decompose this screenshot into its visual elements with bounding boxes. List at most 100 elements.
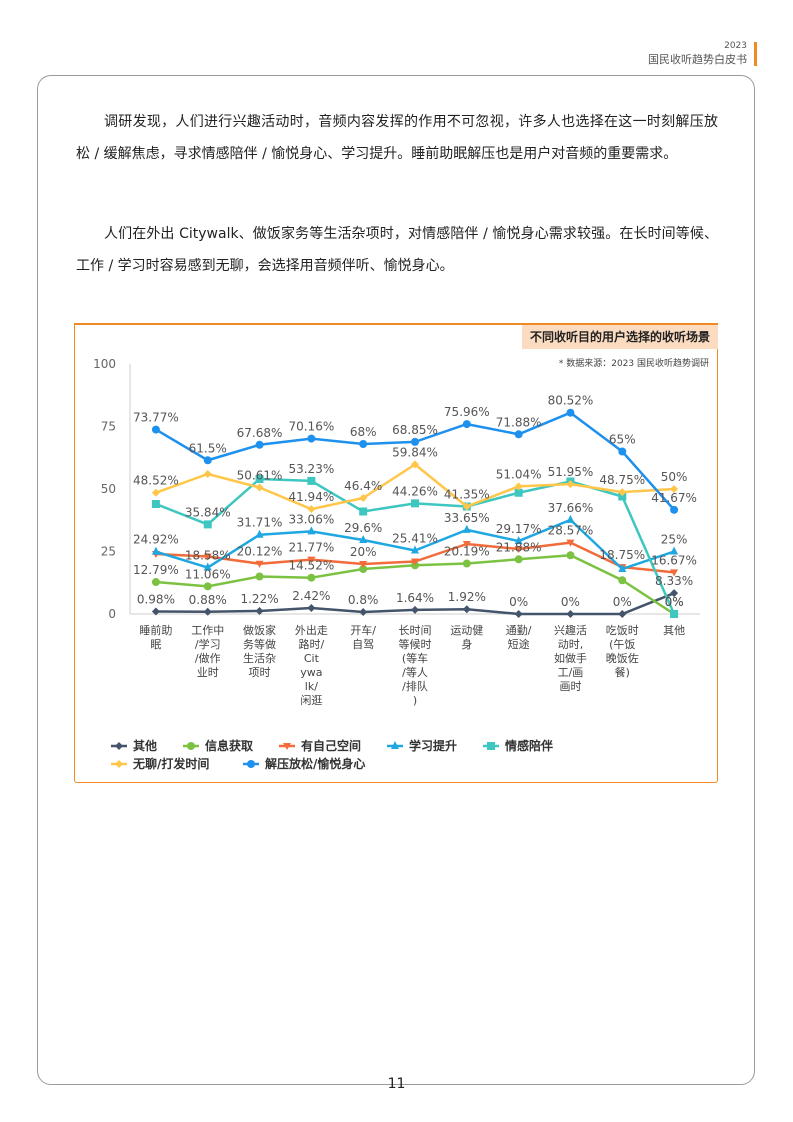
data-label: 0% bbox=[509, 595, 528, 609]
data-label: 44.26% bbox=[392, 484, 438, 498]
x-tick-label: 工作中/学习/做作业时 bbox=[191, 624, 224, 679]
y-tick-label: 100 bbox=[93, 357, 116, 371]
data-point bbox=[359, 565, 368, 573]
data-point bbox=[670, 589, 679, 598]
chart-source-note: * 数据来源：2023 国民收听趋势调研 bbox=[558, 359, 709, 369]
data-label: 1.22% bbox=[240, 592, 278, 606]
legend-label: 情感陪伴 bbox=[505, 738, 553, 753]
data-label: 75.96% bbox=[444, 405, 490, 419]
data-point bbox=[391, 741, 399, 749]
data-label: 68% bbox=[350, 425, 377, 439]
data-point bbox=[359, 440, 368, 448]
data-point bbox=[566, 551, 575, 560]
data-point bbox=[307, 505, 316, 514]
data-label: 50% bbox=[661, 470, 688, 484]
data-point bbox=[255, 440, 264, 449]
data-point bbox=[411, 605, 419, 614]
data-point bbox=[187, 742, 195, 750]
data-point bbox=[203, 562, 212, 571]
data-label: 41.94% bbox=[288, 490, 334, 504]
data-label: 33.06% bbox=[288, 512, 334, 526]
data-label: 41.35% bbox=[444, 488, 490, 502]
data-point bbox=[514, 555, 523, 564]
legend-label: 无聊/打发时间 bbox=[132, 756, 209, 771]
data-point bbox=[411, 460, 419, 469]
data-point bbox=[203, 553, 212, 561]
data-label: 0.8% bbox=[348, 593, 379, 607]
paragraph-1: 调研发现，人们进行兴趣活动时，音频内容发挥的作用不可忽视，许多人也选择在这一时刻… bbox=[76, 114, 718, 162]
data-label: 50.61% bbox=[237, 468, 283, 482]
data-point bbox=[255, 606, 264, 615]
data-point bbox=[670, 610, 679, 618]
x-tick-label: 外出走路时/Cit ywa lk/闲逛 bbox=[295, 623, 328, 707]
data-label: 0% bbox=[561, 595, 580, 609]
data-point bbox=[255, 529, 264, 538]
data-label: 18.58% bbox=[185, 549, 231, 563]
data-label: 21.77% bbox=[288, 541, 334, 555]
data-point bbox=[566, 610, 575, 618]
data-point bbox=[566, 539, 575, 547]
legend-item: 无聊/打发时间 bbox=[111, 756, 209, 771]
data-label: 1.92% bbox=[448, 590, 486, 604]
data-point bbox=[203, 456, 212, 465]
data-point bbox=[618, 488, 627, 497]
data-point bbox=[670, 569, 679, 577]
header-accent-bar bbox=[754, 42, 757, 66]
data-label: 0.98% bbox=[137, 593, 175, 607]
paragraph-2: 人们在外出 Citywalk、做饭家务等生活杂项时，对情感陪伴 / 愉悦身心需求… bbox=[76, 226, 718, 274]
x-tick-label: 吃饭时(午饭晚饭佐餐) bbox=[606, 624, 639, 679]
x-tick-label: 兴趣活动时,如做手工/画画时 bbox=[554, 623, 587, 693]
data-point bbox=[618, 447, 627, 456]
data-point bbox=[514, 536, 523, 545]
data-label: 25% bbox=[661, 533, 688, 547]
data-label: 51.95% bbox=[548, 465, 594, 479]
data-point bbox=[203, 520, 212, 529]
data-label: 46.4% bbox=[344, 479, 382, 493]
legend-label: 信息获取 bbox=[205, 738, 253, 753]
data-label: 8.33% bbox=[655, 574, 693, 588]
data-point bbox=[411, 437, 419, 446]
x-tick-label: 其他 bbox=[663, 624, 685, 637]
data-point bbox=[151, 607, 160, 616]
page-header: 2023 国民收听趋势白皮书 bbox=[648, 40, 747, 68]
data-point bbox=[566, 480, 575, 489]
data-point bbox=[151, 578, 160, 587]
line-chart: 0 25 50 75 100 睡前助眠工作中/学习/做作业时做饭家务等做生活杂项时外出走路… bbox=[93, 357, 700, 771]
data-point bbox=[514, 546, 523, 553]
header-title: 国民收听趋势白皮书 bbox=[648, 53, 747, 66]
data-point bbox=[462, 502, 471, 511]
data-point bbox=[307, 434, 316, 443]
x-tick-label: 通勤/短途 bbox=[506, 624, 532, 651]
data-point bbox=[670, 546, 679, 555]
legend-label: 解压放松/愉悦身心 bbox=[265, 756, 365, 771]
data-point bbox=[411, 499, 419, 508]
data-point bbox=[514, 482, 523, 491]
data-label: 12.79% bbox=[133, 563, 179, 577]
data-point bbox=[462, 605, 471, 614]
legend-item: 其他 bbox=[111, 738, 157, 753]
data-label: 20.19% bbox=[444, 545, 490, 559]
data-label: 70.16% bbox=[288, 420, 334, 434]
data-label: 29.6% bbox=[344, 521, 382, 535]
data-label: 48.75% bbox=[599, 473, 645, 487]
data-label: 71.88% bbox=[496, 415, 542, 429]
data-label: 2.42% bbox=[292, 589, 330, 603]
data-point bbox=[487, 742, 495, 750]
data-label: 37.66% bbox=[548, 501, 594, 515]
legend-label: 其他 bbox=[133, 738, 157, 753]
data-point bbox=[255, 560, 264, 568]
data-label: 48.52% bbox=[133, 474, 179, 488]
data-label: 33.65% bbox=[444, 511, 490, 525]
data-point bbox=[151, 425, 160, 434]
data-point bbox=[151, 546, 160, 555]
data-label: 31.71% bbox=[237, 516, 283, 530]
data-point bbox=[566, 514, 575, 523]
y-tick-label: 75 bbox=[101, 420, 116, 434]
chart-title: 不同收听目的用户选择的收听场景 bbox=[521, 325, 718, 349]
data-point bbox=[462, 541, 471, 548]
x-tick-label: 睡前助眠 bbox=[139, 623, 172, 651]
data-label: 16.67% bbox=[651, 553, 697, 567]
data-label: 59.84% bbox=[392, 445, 438, 459]
data-point bbox=[255, 572, 264, 581]
x-tick-label: 长时间等候时(等车/等人/排队) bbox=[399, 624, 432, 707]
